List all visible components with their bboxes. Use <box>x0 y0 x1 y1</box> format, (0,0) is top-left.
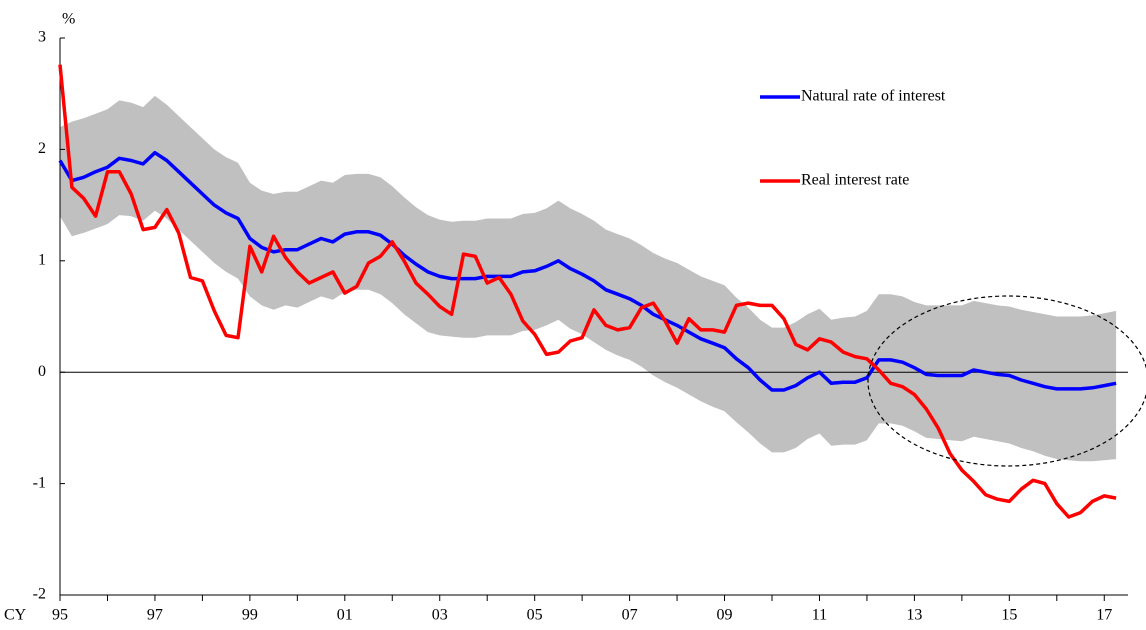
y-unit: % <box>62 11 75 28</box>
x-prefix: CY <box>4 607 27 624</box>
y-tick-label: -1 <box>33 474 46 491</box>
x-tick-label: 05 <box>527 607 543 624</box>
y-tick-label: 1 <box>38 251 46 268</box>
y-tick-label: 3 <box>38 29 46 46</box>
x-tick-label: 95 <box>52 607 68 624</box>
legend-label: Real interest rate <box>801 172 909 189</box>
y-tick-label: 0 <box>38 363 46 380</box>
x-tick-label: 13 <box>906 607 922 624</box>
series-line <box>58 64 1117 519</box>
x-tick-label: 01 <box>337 607 353 624</box>
highlight-ellipse <box>867 295 1146 467</box>
x-tick-label: 99 <box>242 607 258 624</box>
x-tick-label: 11 <box>812 607 827 624</box>
legend-label: Natural rate of interest <box>801 88 946 105</box>
x-tick-label: 97 <box>147 607 163 624</box>
series-line <box>58 150 1117 392</box>
y-tick-label: -2 <box>33 586 46 603</box>
y-tick-label: 2 <box>38 140 46 157</box>
x-tick-label: 09 <box>717 607 733 624</box>
x-tick-label: 07 <box>622 607 638 624</box>
x-tick-label: 15 <box>1001 607 1017 624</box>
x-tick-label: 17 <box>1096 607 1112 624</box>
x-tick-label: 03 <box>432 607 448 624</box>
